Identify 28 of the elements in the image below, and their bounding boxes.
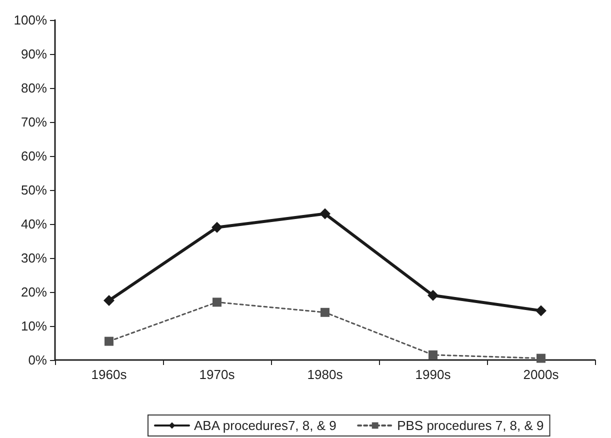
point (212, 222, 222, 233)
point (320, 208, 330, 220)
y-tick-label: 90% (20, 46, 48, 62)
x-tick-label: 2000s (523, 367, 560, 382)
point (536, 354, 546, 363)
y-tick-label: 20% (20, 284, 48, 300)
y-tick-label: 60% (20, 148, 48, 164)
point (104, 336, 114, 346)
x-tick-label: 1960s (91, 367, 128, 382)
point (320, 308, 330, 317)
point (212, 298, 222, 307)
y-tick-label: 70% (20, 114, 48, 130)
point (428, 290, 438, 301)
point (428, 350, 438, 360)
point (536, 305, 546, 316)
x-tick-label: 1970s (199, 367, 236, 382)
y-tick-label: 30% (20, 250, 48, 266)
y-tick-label: 100% (14, 12, 48, 28)
legend-label: PBS procedures 7, 8, & 9 (397, 418, 544, 433)
y-tick-label: 0% (28, 352, 48, 368)
y-tick-label: 50% (20, 182, 48, 198)
y-tick-label: 80% (20, 80, 48, 96)
legend-label: ABA procedures7, 8, & 9 (194, 418, 336, 433)
x-tick-label: 1980s (307, 367, 344, 382)
y-tick-label: 10% (20, 318, 48, 334)
point (104, 295, 114, 306)
x-tick-label: 1990s (415, 367, 452, 382)
y-tick-label: 40% (20, 216, 48, 232)
